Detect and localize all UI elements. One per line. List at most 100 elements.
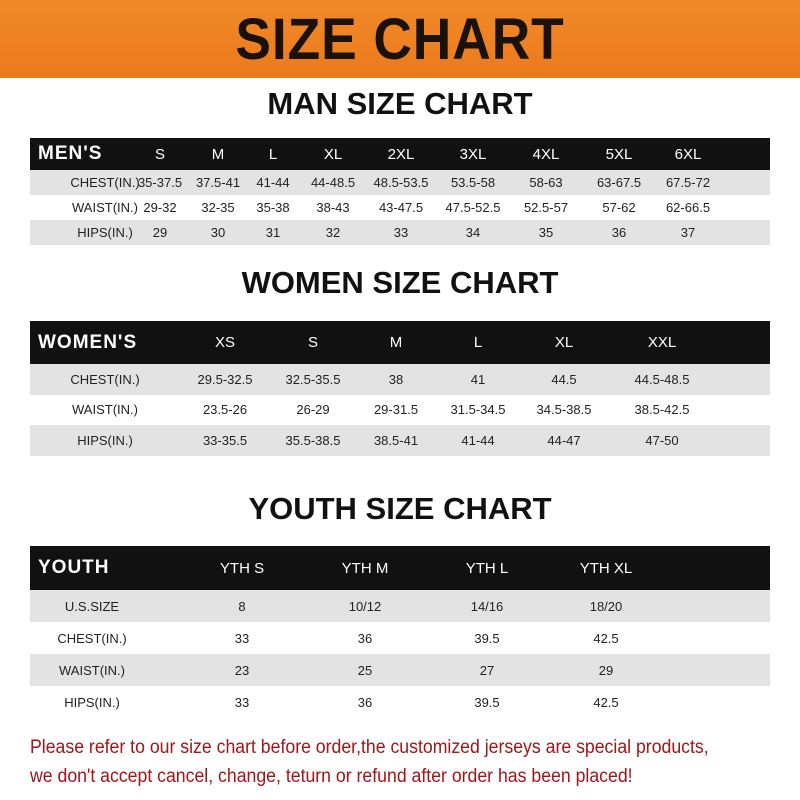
table-cell: 38-43 <box>316 200 350 215</box>
table-header-row: MEN'S S M L XL 2XL 3XL 4XL 5XL 6XL <box>30 138 770 170</box>
size-chart-banner: SIZE CHART <box>0 0 800 78</box>
table-cell: 18/20 <box>589 598 623 614</box>
table-cell: 10/12 <box>348 598 382 614</box>
table-cell: 38.5-41 <box>373 432 419 448</box>
table-cell: 27 <box>479 662 495 678</box>
table-cell: 44-47 <box>547 432 581 448</box>
table-cell: 47.5-52.5 <box>445 200 501 215</box>
table-cell: XL <box>554 334 574 351</box>
banner-title: SIZE CHART <box>235 6 565 72</box>
table-cell: 58-63 <box>529 175 563 190</box>
table-cell: YTH M <box>341 559 389 577</box>
youth-chart-title: YOUTH SIZE CHART <box>248 491 552 526</box>
row-label: CHEST(IN.) <box>70 371 140 387</box>
table-cell: 48.5-53.5 <box>373 175 429 190</box>
table-cell: 23 <box>234 662 250 678</box>
table-cell: 25 <box>357 662 373 678</box>
table-cell: 35-38 <box>256 200 290 215</box>
table-row: CHEST(IN.) 35-37.5 37.5-41 41-44 44-48.5 48.5… <box>30 170 770 195</box>
table-cell: 8 <box>238 598 246 614</box>
table-cell: 31.5-34.5 <box>450 402 506 418</box>
table-cell: 53.5-58 <box>450 175 496 190</box>
table-cell: 44-48.5 <box>310 175 356 190</box>
table-cell: 39.5 <box>474 630 500 646</box>
table-row: CHEST(IN.) 33 36 39.5 42.5 <box>30 622 770 654</box>
table-cell: 31 <box>265 225 281 240</box>
table-cell: 38 <box>388 371 404 387</box>
women-size-table: WOMEN'S XS S M L XL XXL CHEST(IN.) 29.5-32.5 32.5… <box>30 321 770 456</box>
table-cell: S <box>154 145 166 163</box>
table-row: HIPS(IN.) 33 36 39.5 42.5 <box>30 686 770 718</box>
table-cell: 29 <box>152 225 168 240</box>
row-label: WAIST(IN.) <box>59 662 125 678</box>
table-cell: 42.5 <box>593 694 619 710</box>
table-cell: 33 <box>234 630 250 646</box>
table-cell: 35 <box>538 225 554 240</box>
table-cell: 32.5-35.5 <box>285 371 341 387</box>
row-label: WAIST(IN.) <box>72 402 138 418</box>
table-row: WAIST(IN.) 23 25 27 29 <box>30 654 770 686</box>
table-cell: 36 <box>357 694 373 710</box>
table-cell: 37 <box>680 225 696 240</box>
table-cell: 32-35 <box>201 200 235 215</box>
table-row: WAIST(IN.) 23.5-26 26-29 29-31.5 31.5-34.5 34… <box>30 394 770 425</box>
table-cell: 33 <box>234 694 250 710</box>
table-cell: 29-32 <box>143 200 177 215</box>
table-cell: 29-31.5 <box>373 402 419 418</box>
table-cell: 29 <box>598 662 614 678</box>
table-cell: 44.5-48.5 <box>634 371 690 387</box>
table-cell: 35-37.5 <box>137 175 183 190</box>
table-cell: 38.5-42.5 <box>634 402 690 418</box>
table-cell: 34 <box>465 225 481 240</box>
table-cell: 41-44 <box>256 175 290 190</box>
row-label: U.S.SIZE <box>64 598 120 614</box>
table-cell: 3XL <box>459 145 487 163</box>
row-label: CHEST(IN.) <box>70 175 140 190</box>
table-cell: 33 <box>393 225 409 240</box>
table-cell: L <box>473 334 483 351</box>
table-cell: 42.5 <box>593 630 619 646</box>
table-header-row: YOUTH YTH S YTH M YTH L YTH XL <box>30 546 770 590</box>
row-label: HIPS(IN.) <box>64 694 120 710</box>
table-row: WAIST(IN.) 29-32 32-35 35-38 38-43 43-47.5 47.… <box>30 195 770 220</box>
table-row: HIPS(IN.) 33-35.5 35.5-38.5 38.5-41 41-44 44-… <box>30 425 770 456</box>
table-cell: YTH L <box>465 559 509 577</box>
table-row: U.S.SIZE 8 10/12 14/16 18/20 <box>30 590 770 622</box>
table-cell: 39.5 <box>474 694 500 710</box>
table-cell: XS <box>214 334 236 351</box>
table-cell: 36 <box>357 630 373 646</box>
table-cell: XXL <box>647 334 677 351</box>
table-cell: 52.5-57 <box>523 200 569 215</box>
table-row: HIPS(IN.) 29 30 31 32 33 34 35 36 37 <box>30 220 770 245</box>
table-cell: 33-35.5 <box>202 432 248 448</box>
table-cell: M <box>389 334 403 351</box>
table-cell: 47-50 <box>645 432 679 448</box>
table-cell: S <box>307 334 319 351</box>
table-cell: L <box>268 145 278 163</box>
table-cell: 36 <box>611 225 627 240</box>
table-cell: 37.5-41 <box>195 175 241 190</box>
table-header-row: WOMEN'S XS S M L XL XXL <box>30 321 770 364</box>
table-cell: 29.5-32.5 <box>197 371 253 387</box>
table-cell: 30 <box>210 225 226 240</box>
table-cell: YTH XL <box>579 559 633 577</box>
men-size-table: MEN'S S M L XL 2XL 3XL 4XL 5XL 6XL CHEST(IN.) 35-37… <box>30 138 770 245</box>
men-chart-title: MAN SIZE CHART <box>267 86 533 121</box>
table-cell: 67.5-72 <box>665 175 711 190</box>
table-cell: 6XL <box>674 145 702 163</box>
row-label: HIPS(IN.) <box>77 225 133 240</box>
table-cell: 62-66.5 <box>665 200 711 215</box>
row-label: HIPS(IN.) <box>77 432 133 448</box>
table-cell: 63-67.5 <box>596 175 642 190</box>
table-cell: 32 <box>325 225 341 240</box>
table-cell: XL <box>323 145 343 163</box>
table-cell: 43-47.5 <box>378 200 424 215</box>
notice-line: Please refer to our size chart before or… <box>30 737 709 758</box>
table-cell: 4XL <box>532 145 560 163</box>
table-cell: 57-62 <box>602 200 636 215</box>
table-cell: M <box>211 145 225 163</box>
table-cell: 35.5-38.5 <box>285 432 341 448</box>
notice-line: we don't accept cancel, change, teturn o… <box>30 766 633 787</box>
row-label: CHEST(IN.) <box>57 630 127 646</box>
table-cell: 5XL <box>605 145 633 163</box>
